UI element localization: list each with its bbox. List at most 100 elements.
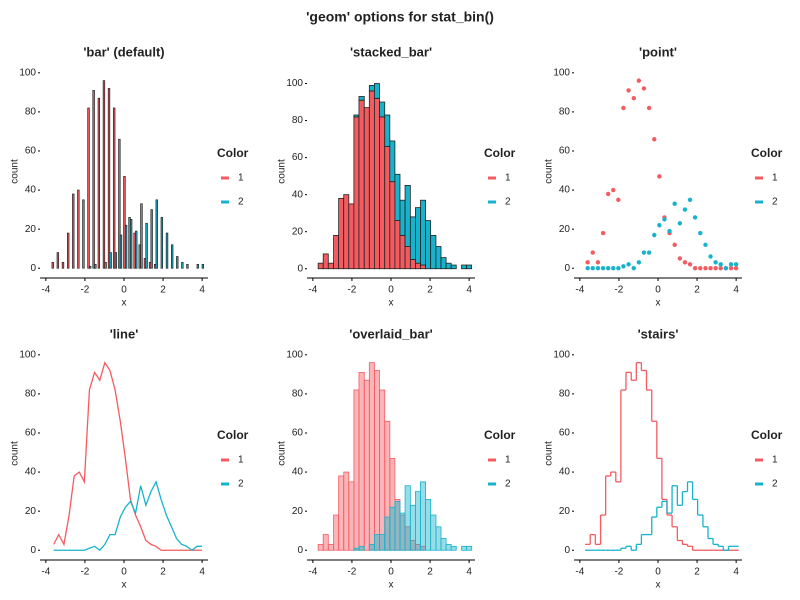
bar: [348, 481, 355, 551]
point: [611, 266, 616, 271]
x-tick-label: 0: [655, 285, 661, 296]
x-tick-label: -4: [41, 567, 50, 578]
point: [611, 187, 616, 193]
x-tick-label: 2: [427, 285, 433, 296]
y-tick-label: 20: [25, 506, 37, 517]
legend-label: 1: [238, 173, 244, 184]
point: [672, 242, 677, 247]
bar: [112, 107, 116, 269]
point: [687, 197, 693, 203]
bar: [461, 545, 468, 551]
y-tick-label: 40: [559, 467, 571, 478]
bar: [104, 262, 107, 269]
bar-segment: [389, 181, 396, 270]
line: [53, 480, 203, 552]
bar-segment: [373, 83, 380, 99]
y-tick-label: 100: [19, 67, 36, 78]
y-tick-label: 100: [286, 78, 303, 89]
point: [708, 266, 713, 271]
point: [682, 260, 688, 265]
bar-segment: [327, 262, 334, 270]
y-axis-label: count: [10, 159, 21, 184]
y-tick-label: 100: [553, 67, 570, 78]
point: [667, 228, 672, 234]
y-tick-label: 100: [286, 349, 303, 360]
bar: [61, 262, 65, 269]
point: [616, 266, 621, 271]
bar: [353, 389, 360, 551]
point: [585, 266, 590, 271]
point: [733, 266, 739, 271]
point: [652, 232, 657, 238]
bar: [333, 514, 340, 551]
x-tick-label: 4: [733, 285, 739, 296]
bar-segment: [384, 114, 391, 147]
y-axis-label: count: [544, 441, 555, 466]
point: [713, 266, 718, 271]
point: [636, 260, 642, 265]
bar: [92, 90, 95, 269]
bar-segment: [445, 262, 452, 270]
point: [590, 266, 595, 271]
bar: [94, 263, 97, 269]
bar: [343, 471, 350, 551]
x-tick-label: 4: [466, 285, 472, 296]
x-tick-label: -2: [80, 285, 89, 296]
bar: [409, 504, 416, 551]
y-tick-label: 40: [25, 185, 37, 196]
x-tick-label: 0: [655, 567, 661, 578]
x-tick-label: -4: [575, 285, 584, 296]
bar: [160, 217, 163, 269]
bar: [322, 534, 329, 551]
bar: [88, 265, 92, 269]
y-tick-label: 80: [559, 389, 571, 400]
legend-label: 1: [772, 173, 778, 184]
legend-title: Color: [751, 428, 783, 442]
bar: [171, 244, 174, 269]
legend-label: 2: [238, 479, 244, 490]
x-axis-label: x: [656, 298, 661, 309]
bar-segment: [394, 173, 401, 221]
bar: [119, 234, 123, 269]
x-tick-label: 2: [160, 285, 166, 296]
point: [631, 96, 636, 101]
bar: [196, 263, 199, 269]
point: [713, 260, 718, 265]
bar-segment: [343, 194, 350, 270]
bar: [118, 138, 121, 269]
y-tick-label: 80: [292, 115, 304, 126]
y-axis-label: count: [277, 441, 288, 466]
bar: [145, 222, 148, 269]
point: [708, 254, 713, 259]
bar-segment: [353, 114, 360, 118]
point: [600, 266, 606, 271]
point: [605, 266, 611, 271]
y-tick-label: 80: [292, 389, 304, 400]
point: [646, 250, 652, 255]
bar: [176, 256, 179, 269]
point: [626, 88, 631, 93]
panel-title: 'point': [639, 44, 677, 59]
x-tick-label: -4: [308, 567, 317, 578]
bar-segment: [368, 90, 375, 270]
y-tick-label: 40: [25, 467, 37, 478]
point: [698, 266, 703, 271]
bar: [363, 379, 370, 551]
bar: [97, 97, 101, 269]
bar: [358, 372, 365, 551]
bar: [404, 485, 411, 551]
bar: [435, 526, 442, 551]
point: [585, 260, 590, 265]
x-tick-label: 4: [466, 567, 472, 578]
x-axis-label: x: [389, 298, 394, 309]
bar: [109, 252, 112, 269]
bar-segment: [373, 97, 380, 270]
point: [692, 215, 698, 220]
point: [626, 262, 631, 267]
x-tick-label: 2: [427, 567, 433, 578]
bar-segment: [450, 264, 457, 270]
point: [590, 250, 595, 255]
bar-segment: [399, 199, 406, 236]
bar-segment: [338, 197, 345, 270]
y-tick-label: 20: [292, 506, 304, 517]
